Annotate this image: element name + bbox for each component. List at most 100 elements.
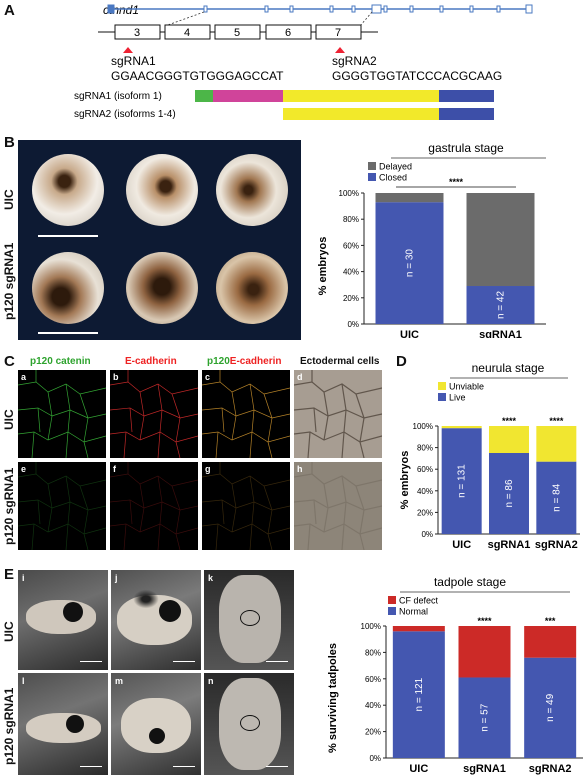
scale-bar bbox=[266, 660, 288, 662]
x-tick-label: sgRNA1 bbox=[463, 763, 506, 775]
merge-ecad-text: E-cadherin bbox=[229, 356, 282, 367]
cell-pattern bbox=[202, 370, 290, 458]
chart-tadpole: tadpole stage % surviving tadpoles 0% 20%… bbox=[327, 575, 583, 775]
micrograph-tile: g bbox=[202, 462, 290, 550]
y-tick-label: 0% bbox=[421, 530, 433, 539]
bar-segment bbox=[524, 657, 577, 758]
legend-label: Normal bbox=[399, 607, 428, 617]
sgrna1-name: sgRNA1 bbox=[111, 54, 156, 68]
y-tick-label: 0% bbox=[347, 320, 359, 329]
bar-segment bbox=[536, 461, 577, 534]
n-label: n = 131 bbox=[457, 464, 468, 498]
panel-label-b: B bbox=[4, 134, 15, 151]
y-tick-label: 60% bbox=[343, 241, 359, 250]
sub-panel-label: k bbox=[208, 573, 214, 583]
tadpole-image: n bbox=[204, 673, 294, 775]
scale-bar bbox=[38, 235, 98, 237]
tadpole-image: j bbox=[111, 570, 201, 670]
significance-label: **** bbox=[502, 416, 517, 426]
bar-segment bbox=[441, 428, 482, 534]
embryo-image bbox=[32, 154, 104, 226]
exon-label: 6 bbox=[285, 27, 291, 39]
sub-panel-label: d bbox=[297, 372, 303, 382]
n-label: n = 57 bbox=[480, 703, 491, 732]
row-label-p120: p120 sgRNA1 bbox=[2, 242, 16, 320]
row-label-p120-e: p120 sgRNA1 bbox=[2, 687, 16, 765]
sgrna2-target-marker bbox=[335, 47, 345, 53]
col-header-ecad: E-cadherin bbox=[125, 356, 177, 367]
tadpole-image: k bbox=[204, 570, 294, 670]
bar-segment bbox=[466, 193, 535, 287]
cell-pattern bbox=[110, 370, 198, 458]
sub-panel-label: g bbox=[205, 464, 211, 474]
y-tick-label: 20% bbox=[417, 508, 433, 517]
y-tick-label: 40% bbox=[417, 487, 433, 496]
chart-title: tadpole stage bbox=[434, 575, 506, 589]
scale-bar bbox=[173, 660, 195, 662]
panel-label-c: C bbox=[4, 353, 15, 370]
sgrna1-target-marker bbox=[123, 47, 133, 53]
embryo-image bbox=[216, 252, 288, 324]
legend-swatch bbox=[388, 596, 396, 604]
cell-pattern bbox=[110, 462, 198, 550]
embryo-image bbox=[126, 252, 198, 324]
y-tick-label: 0% bbox=[369, 754, 381, 763]
y-tick-label: 80% bbox=[365, 648, 381, 657]
cell-pattern bbox=[202, 462, 290, 550]
isoform2-blue-segment bbox=[439, 108, 494, 120]
legend-label: Live bbox=[449, 393, 466, 403]
bar-segment bbox=[458, 677, 511, 758]
sub-panel-label: n bbox=[208, 676, 214, 686]
scale-bar bbox=[38, 332, 98, 334]
exon-label: 4 bbox=[184, 27, 190, 39]
y-tick-label: 80% bbox=[343, 215, 359, 224]
y-tick-label: 60% bbox=[417, 465, 433, 474]
bar-segment bbox=[392, 631, 445, 758]
chart-title: gastrula stage bbox=[428, 141, 504, 155]
gene-diagram: ctnnd1 3 4 5 6 7 sgRNA1 GGAACGGGTGTGGGAG… bbox=[74, 3, 533, 120]
y-tick-label: 80% bbox=[417, 444, 433, 453]
n-label: n = 84 bbox=[551, 483, 562, 512]
scale-bar bbox=[173, 765, 195, 767]
legend-label: Closed bbox=[379, 173, 407, 183]
bar-segment bbox=[524, 626, 577, 658]
embryo-image bbox=[32, 252, 104, 324]
isoform-row-2-label: sgRNA2 (isoforms 1-4) bbox=[74, 109, 176, 120]
chart-title: neurula stage bbox=[472, 361, 545, 375]
n-label: n = 30 bbox=[405, 249, 416, 278]
exon-label: 3 bbox=[134, 27, 140, 39]
isoform1-blue-segment bbox=[439, 90, 494, 102]
y-tick-label: 100% bbox=[339, 189, 359, 198]
immunofluorescence-grid: a b c d bbox=[18, 370, 388, 555]
y-tick-label: 100% bbox=[413, 422, 433, 431]
x-tick-label: sgRNA2 bbox=[529, 763, 572, 775]
x-tick-label: UIC bbox=[452, 539, 471, 551]
y-tick-label: 20% bbox=[365, 728, 381, 737]
micrograph-tile: c bbox=[202, 370, 290, 458]
isoform2-yellow-segment bbox=[283, 108, 439, 120]
sub-panel-label: f bbox=[113, 464, 116, 474]
micrograph-tile: d bbox=[294, 370, 382, 458]
panel-label-e: E bbox=[4, 566, 15, 583]
bar-segment bbox=[375, 193, 444, 203]
y-tick-label: 100% bbox=[361, 622, 381, 631]
sub-panel-label: c bbox=[205, 372, 211, 382]
exon-3 bbox=[114, 24, 161, 40]
micrograph-tile: b bbox=[110, 370, 198, 458]
tadpole-image: m bbox=[111, 673, 201, 775]
sgrna1-seq: GGAACGGGTGTGGGAGCCAT bbox=[111, 69, 284, 83]
sub-panel-label: b bbox=[113, 372, 119, 382]
sgrna2-seq: GGGGTGGTATCCCACGCAAG bbox=[332, 69, 502, 83]
n-label: n = 49 bbox=[545, 693, 556, 722]
col-header-merge: p120E-cadherin bbox=[207, 356, 281, 367]
significance-label: *** bbox=[545, 616, 556, 626]
row-label-uic-c: UIC bbox=[2, 409, 16, 430]
scale-bar bbox=[80, 660, 102, 662]
col-header-p120: p120 catenin bbox=[30, 356, 91, 367]
sub-panel-label: m bbox=[115, 676, 124, 686]
embryo-image-grid bbox=[18, 140, 301, 340]
legend-label: Delayed bbox=[379, 162, 412, 172]
merge-p120-text: p120 bbox=[207, 356, 230, 367]
isoform1-green-segment bbox=[195, 90, 213, 102]
bar-segment bbox=[489, 453, 529, 534]
